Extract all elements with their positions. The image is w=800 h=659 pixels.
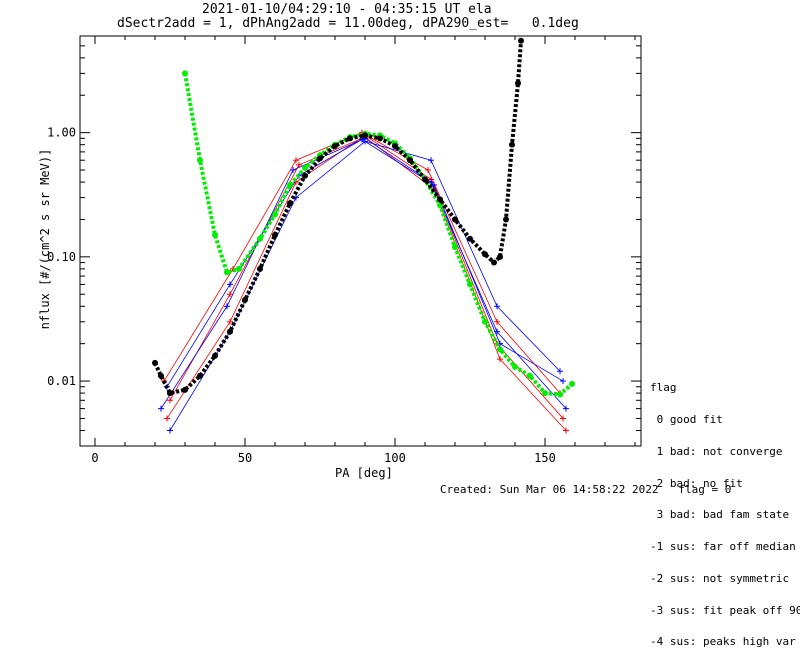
data-point [494, 303, 500, 310]
data-point [293, 157, 299, 164]
data-trace [166, 134, 564, 419]
data-trace [166, 139, 564, 387]
data-point [164, 415, 170, 422]
flag-legend: flag 0 good fit 1 bad: not converge 2 ba… [650, 362, 800, 659]
data-point [494, 328, 500, 335]
y-tick-label: 0.01 [47, 374, 76, 388]
data-point [224, 303, 230, 310]
data-layer [152, 37, 575, 434]
fit-curve [153, 40, 523, 396]
data-point [290, 167, 296, 174]
x-tick-label: 100 [384, 451, 406, 465]
x-axis-label: PA [deg] [335, 466, 393, 480]
y-axis-label: nflux [#/(cm^2 s sr MeV)] [38, 148, 52, 330]
data-point [560, 415, 566, 422]
data-point [563, 427, 569, 434]
data-trace [163, 132, 561, 394]
data-point [296, 161, 302, 168]
data-point [428, 157, 434, 164]
data-point [431, 181, 437, 188]
data-point [227, 281, 233, 288]
data-point [494, 318, 500, 325]
data-point [557, 368, 563, 375]
axis-ticks: 0 50 100 150 0.01 0.10 1.00 [47, 36, 641, 465]
data-point [425, 167, 431, 174]
data-trace [160, 137, 567, 409]
legend-entry: 2 bad: no fit [650, 476, 743, 490]
data-point [563, 405, 569, 412]
chart-title-line1: 2021-01-10/04:29:10 - 04:35:15 UT ela [202, 2, 492, 17]
legend-entry: -3 sus: fit peak off 90 [650, 603, 800, 617]
data-point [227, 291, 233, 298]
legend-entry: -4 sus: peaks high var [650, 635, 796, 649]
chart-canvas: 0 50 100 150 0.01 0.10 1.00 [47, 35, 642, 465]
data-point [560, 378, 566, 385]
legend-entry: 0 good fit [650, 412, 723, 426]
legend-entry: 3 bad: bad fam state [650, 508, 790, 522]
data-point [227, 318, 233, 325]
x-tick-label: 0 [91, 451, 98, 465]
data-point [362, 138, 368, 145]
legend-entry: -1 sus: far off median [650, 540, 796, 554]
created-footer: Created: Sun Mar 06 14:58:22 2022 flag =… [440, 483, 732, 496]
data-point [158, 405, 164, 412]
data-point [167, 397, 173, 404]
y-tick-label: 1.00 [47, 126, 76, 140]
data-point [167, 427, 173, 434]
x-tick-label: 150 [534, 451, 556, 465]
data-point [497, 356, 503, 363]
chart-title-line2: dSectr2add = 1, dPhAng2add = 11.00deg, d… [117, 16, 579, 31]
y-tick-label: 0.10 [47, 250, 76, 264]
data-trace [169, 140, 561, 431]
plot-frame [79, 35, 642, 447]
legend-entry: -2 sus: not symmetric [650, 571, 790, 585]
legend-title: flag [650, 381, 677, 395]
x-tick-label: 50 [238, 451, 252, 465]
data-trace [169, 136, 567, 431]
legend-entry: 1 bad: not converge [650, 444, 783, 458]
